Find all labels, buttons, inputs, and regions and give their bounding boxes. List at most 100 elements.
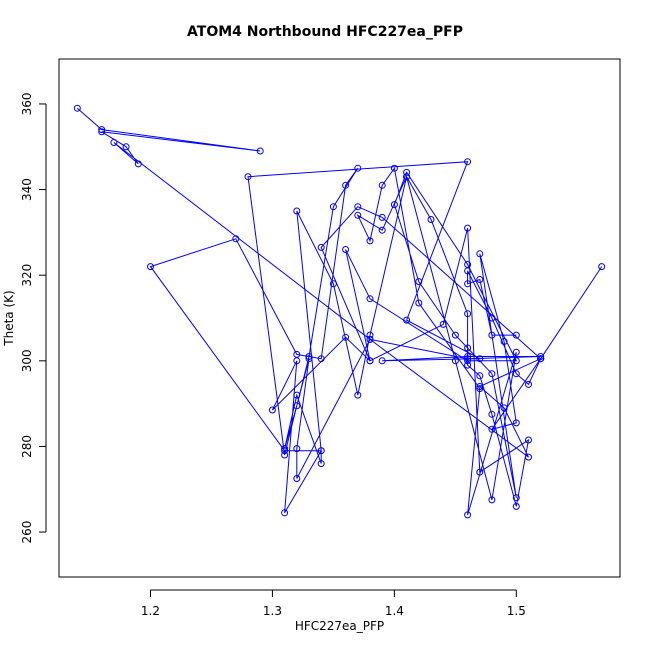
data-point [525, 436, 532, 444]
data-point [500, 338, 508, 345]
x-tick-label: 1.5 [507, 604, 526, 618]
data-point [464, 224, 472, 232]
data-point [427, 216, 435, 223]
data-point [293, 445, 301, 453]
data-point [464, 511, 472, 519]
data-point [488, 410, 496, 418]
data-point [476, 385, 484, 393]
series-line [76, 107, 603, 516]
data-point [354, 211, 362, 219]
data-point [293, 402, 301, 410]
data-point [451, 331, 459, 339]
data-point [354, 203, 362, 211]
plot-frame [58, 58, 621, 578]
data-point [390, 201, 398, 209]
data-point [342, 181, 350, 189]
data-point [488, 496, 496, 504]
data-point [122, 143, 130, 151]
data-point [317, 243, 325, 251]
data-point [378, 213, 386, 221]
data-point [488, 425, 496, 433]
data-point [366, 295, 374, 303]
data-point [244, 173, 252, 181]
y-axis: 260 280 300 320 340 360 [20, 92, 47, 544]
data-point [281, 447, 289, 455]
data-point [512, 502, 520, 510]
data-point [293, 357, 301, 365]
data-point [134, 160, 142, 168]
data-point [281, 509, 289, 517]
data-point [512, 370, 520, 378]
data-point [281, 445, 289, 453]
x-tick-label: 1.4 [385, 604, 404, 618]
data-point [512, 331, 520, 339]
data-point [464, 280, 472, 288]
data-point [293, 391, 301, 399]
data-point [232, 235, 240, 243]
data-point [342, 246, 350, 253]
data-point [537, 353, 545, 360]
x-axis: 1.2 1.3 1.4 1.5 [141, 589, 526, 618]
series [73, 104, 606, 519]
data-point [317, 355, 325, 363]
data-point [512, 357, 520, 365]
data-point [464, 310, 472, 318]
y-tick-label: 300 [20, 349, 34, 372]
y-tick-label: 340 [20, 178, 34, 201]
data-point [598, 263, 606, 271]
data-point [293, 207, 301, 215]
data-point [464, 357, 472, 365]
data-point [305, 353, 313, 360]
data-point [98, 128, 106, 136]
data-point [476, 250, 484, 258]
data-point [305, 355, 313, 363]
data-point [439, 320, 447, 328]
data-point [147, 263, 154, 271]
y-tick-label: 260 [20, 521, 34, 544]
data-point [366, 335, 374, 343]
data-point [378, 181, 386, 189]
chart-title: ATOM4 Northbound HFC227ea_PFP [187, 24, 463, 40]
data-point [354, 164, 362, 172]
data-point [464, 361, 472, 369]
data-point [354, 391, 362, 399]
y-tick-label: 320 [20, 264, 34, 287]
data-point [403, 168, 411, 176]
y-axis-label: Theta (K) [2, 290, 16, 346]
data-point [476, 468, 484, 476]
data-point [378, 357, 386, 365]
data-point [317, 447, 325, 455]
data-point [73, 104, 81, 112]
data-point [366, 357, 374, 365]
data-point [512, 419, 520, 427]
data-point [293, 475, 301, 482]
data-point [488, 331, 496, 339]
data-point [329, 280, 337, 288]
data-point [415, 278, 423, 286]
data-point [378, 226, 386, 234]
data-point [500, 404, 508, 412]
x-tick-label: 1.2 [141, 604, 160, 618]
data-point [476, 355, 484, 363]
data-point [476, 372, 484, 380]
data-point [512, 348, 520, 356]
data-point [525, 453, 532, 461]
data-point [329, 203, 337, 211]
data-point [317, 460, 325, 468]
x-axis-label: HFC227ea_PFP [295, 619, 384, 633]
data-point [464, 344, 472, 352]
data-point [342, 333, 350, 341]
data-point [268, 406, 276, 414]
data-point [390, 164, 398, 172]
y-tick-label: 280 [20, 435, 34, 458]
data-point [403, 173, 411, 181]
data-point [256, 147, 264, 155]
data-point [476, 276, 484, 283]
data-point [110, 139, 118, 146]
x-tick-label: 1.3 [263, 604, 282, 618]
data-point [464, 158, 472, 166]
data-point [488, 370, 496, 378]
data-point [512, 494, 520, 502]
data-point [464, 267, 472, 275]
